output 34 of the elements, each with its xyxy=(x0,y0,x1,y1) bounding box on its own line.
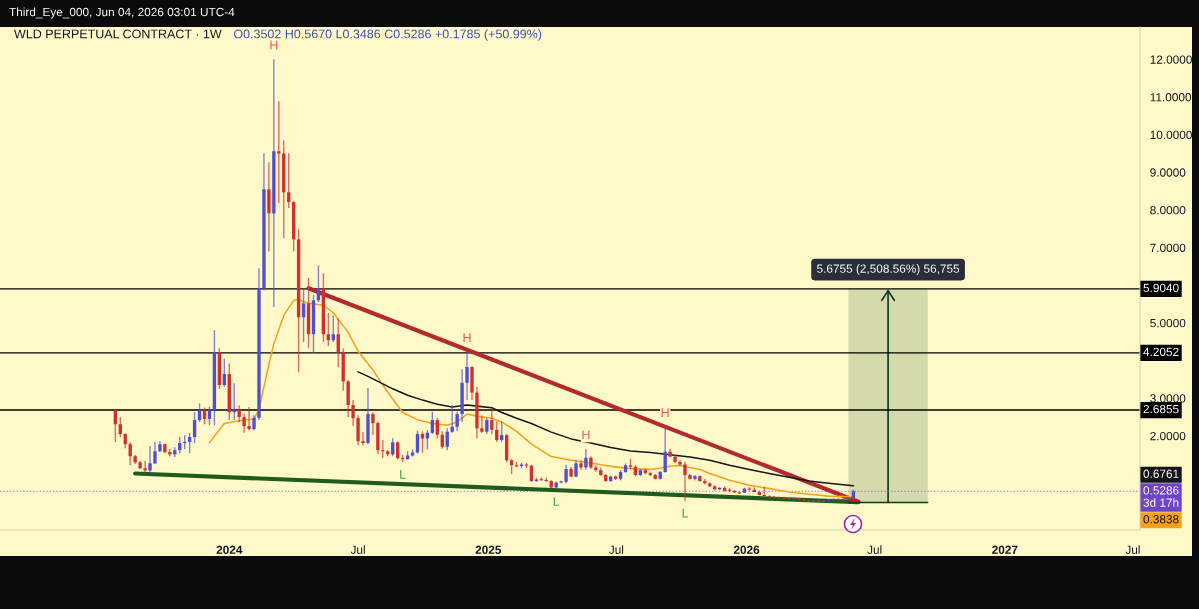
annotation: L xyxy=(553,497,560,506)
annotation: 5.6755 (2,508.56%) 56,755 xyxy=(817,264,960,276)
text: 0.6761 xyxy=(1143,469,1179,478)
y-tick-label: 5.0000 xyxy=(1150,318,1186,328)
ref-line-label: 2.6855 xyxy=(1143,404,1179,414)
text: 0.3838 xyxy=(1143,515,1179,524)
y-tick-label: 10.0000 xyxy=(1150,130,1192,140)
y-tick-label: 12.0000 xyxy=(1150,55,1192,64)
annotation: H xyxy=(582,430,590,440)
y-tick-label: 2.0000 xyxy=(1150,431,1186,441)
x-tick-label: Jul xyxy=(350,545,365,554)
chart-subtitle: O0.3502 H0.5670 L0.3486 C0.5286 +0.1785 (+50.99%) xyxy=(233,29,542,41)
annotation: H xyxy=(270,40,278,50)
ref-line-label: 5.9040 xyxy=(1143,283,1179,293)
y-tick-label: 11.0000 xyxy=(1150,93,1192,102)
x-tick-label: Jul xyxy=(867,545,882,554)
annotation: L xyxy=(400,470,406,479)
x-tick-label: Jul xyxy=(1125,545,1140,554)
ref-line-label: 4.2052 xyxy=(1143,347,1179,357)
y-tick-label: 7.0000 xyxy=(1150,243,1186,253)
x-tick-label: 2027 xyxy=(992,545,1018,554)
y-tick-label: 9.0000 xyxy=(1150,168,1186,177)
x-tick-label: 2024 xyxy=(216,545,243,554)
text: Third_Eye_000, Jun 04, 2026 03:01 UTC-4 xyxy=(9,7,235,19)
annotation: H xyxy=(661,408,669,417)
chart-title: WLD PERPETUAL CONTRACT · 1W xyxy=(14,29,222,39)
ref-line-label: 0.5286 3d 17h xyxy=(1143,486,1179,507)
x-tick-label: Jul xyxy=(608,545,624,554)
annotation: H xyxy=(463,333,471,342)
y-tick-label: 3.0000 xyxy=(1150,394,1186,403)
y-tick-label: 8.0000 xyxy=(1150,206,1186,215)
x-tick-label: 2025 xyxy=(475,545,502,554)
annotation: L xyxy=(682,508,689,518)
x-tick-label: 2026 xyxy=(733,545,760,554)
